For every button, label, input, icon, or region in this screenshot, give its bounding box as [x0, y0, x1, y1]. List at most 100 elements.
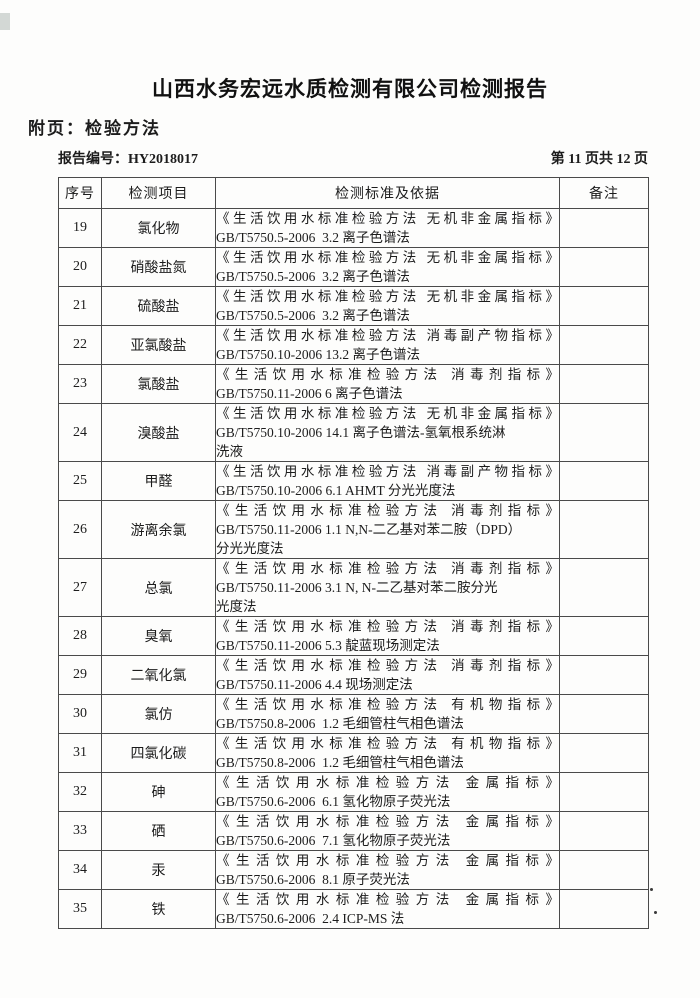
- standard-cell: 《生活饮用水标准检验方法 有机物指标》 GB/T5750.8-2006 1.2 毛…: [215, 733, 560, 773]
- scan-dot: [650, 888, 653, 891]
- table-row: 32 砷《生活饮用水标准检验方法 金属指标》 GB/T5750.6-2006 6.1…: [58, 772, 649, 812]
- serial-number-cell: 30: [58, 694, 102, 734]
- standard-method-line: GB/T5750.10-2006 14.1 离子色谱法-氢氧根系统淋: [216, 425, 506, 440]
- standard-method-line: GB/T5750.5-2006 3.2 离子色谱法: [216, 230, 410, 245]
- serial-number-cell: 26: [58, 500, 102, 559]
- serial-number-cell: 31: [58, 733, 102, 773]
- standard-title-line: 《生活饮用水标准检验方法 有机物指标》: [216, 697, 559, 712]
- standard-method-line: 光度法: [216, 599, 257, 614]
- serial-number-cell: 21: [58, 286, 102, 326]
- standard-title-line: 《生活饮用水标准检验方法 消毒剂指标》: [216, 367, 559, 382]
- remark-cell: [559, 364, 649, 404]
- test-item-cell: 甲醛: [101, 461, 216, 501]
- standard-title-line: 《生活饮用水标准检验方法 消毒剂指标》: [216, 561, 559, 576]
- standard-title-line: 《生活饮用水标准检验方法 无机非金属指标》: [216, 406, 559, 421]
- standard-cell: 《生活饮用水标准检验方法 无机非金属指标》 GB/T5750.5-2006 3.2…: [215, 247, 560, 287]
- test-item-cell: 汞: [101, 850, 216, 890]
- serial-number-cell: 23: [58, 364, 102, 404]
- standard-title-line: 《生活饮用水标准检验方法 无机非金属指标》: [216, 211, 559, 226]
- serial-number-cell: 29: [58, 655, 102, 695]
- standard-method-line: 洗液: [216, 444, 243, 459]
- serial-number-cell: 24: [58, 403, 102, 462]
- page-title: 山西水务宏远水质检测有限公司检测报告: [152, 78, 548, 101]
- scan-dot: [654, 911, 657, 914]
- table-row: 23 氯酸盐 《生活饮用水标准检验方法 消毒剂指标》 GB/T5750.11-2006…: [58, 364, 649, 404]
- table-row: 22 亚氯酸盐 《生活饮用水标准检验方法 消毒副产物指标》 GB/T5750.10-2…: [58, 325, 649, 365]
- scan-artifact-square: [0, 13, 10, 30]
- table-row: 24 溴酸盐 《生活饮用水标准检验方法 无机非金属指标》 GB/T5750.10-20…: [58, 403, 649, 462]
- table-row: 30 氯仿 《生活饮用水标准检验方法 有机物指标》 GB/T5750.8-2006 1…: [58, 694, 649, 734]
- standard-title-line: 《生活饮用水标准检验方法 消毒剂指标》: [216, 658, 559, 673]
- page-indicator: 第 11 页共 12 页: [550, 152, 648, 167]
- remark-cell: [559, 616, 649, 656]
- standard-title-line: 《生活饮用水标准检验方法 金属指标》: [216, 892, 559, 907]
- standard-method-line: GB/T5750.11-2006 4.4 现场测定法: [216, 677, 413, 692]
- standard-title-line: 《生活饮用水标准检验方法 消毒副产物指标》: [216, 328, 559, 343]
- standard-cell: 《生活饮用水标准检验方法 消毒剂指标》 GB/T5750.11-2006 1.1 …: [215, 500, 560, 559]
- col-header-remark: 备注: [559, 177, 649, 209]
- table-row: 21 硫酸盐 《生活饮用水标准检验方法 无机非金属指标》 GB/T5750.5-200…: [58, 286, 649, 326]
- table-row: 31 四氯化碳 《生活饮用水标准检验方法 有机物指标》 GB/T5750.8-2006…: [58, 733, 649, 773]
- meta-row: 报告编号：HY2018017 第 11 页共 12 页: [58, 148, 648, 168]
- test-item-cell: 硫酸盐: [101, 286, 216, 326]
- standard-title-line: 《生活饮用水标准检验方法 金属指标》: [216, 775, 559, 790]
- table-row: 34 汞《生活饮用水标准检验方法 金属指标》 GB/T5750.6-2006 8.1…: [58, 850, 649, 890]
- standard-method-line: GB/T5750.10-2006 6.1 AHMT 分光光度法: [216, 483, 456, 498]
- serial-number-cell: 27: [58, 558, 102, 617]
- standard-title-line: 《生活饮用水标准检验方法 消毒剂指标》: [216, 619, 559, 634]
- standard-method-line: GB/T5750.11-2006 6 离子色谱法: [216, 386, 403, 401]
- standard-title-line: 《生活饮用水标准检验方法 无机非金属指标》: [216, 250, 559, 265]
- standard-cell: 《生活饮用水标准检验方法 无机非金属指标》 GB/T5750.5-2006 3.2…: [215, 208, 560, 248]
- standard-title-line: 《生活饮用水标准检验方法 有机物指标》: [216, 736, 559, 751]
- standard-cell: 《生活饮用水标准检验方法 消毒副产物指标》 GB/T5750.10-2006 13…: [215, 325, 560, 365]
- report-number-value: HY2018017: [128, 152, 198, 167]
- standard-cell: 《生活饮用水标准检验方法 无机非金属指标》 GB/T5750.5-2006 3.2…: [215, 286, 560, 326]
- table-row: 19 氯化物 《生活饮用水标准检验方法 无机非金属指标》 GB/T5750.5-200…: [58, 208, 649, 248]
- standard-method-line: GB/T5750.11-2006 1.1 N,N-二乙基对苯二胺（DPD）: [216, 522, 522, 537]
- remark-cell: [559, 247, 649, 287]
- test-item-cell: 砷: [101, 772, 216, 812]
- remark-cell: [559, 500, 649, 559]
- remark-cell: [559, 694, 649, 734]
- test-item-cell: 四氯化碳: [101, 733, 216, 773]
- table-row: 25 甲醛 《生活饮用水标准检验方法 消毒副产物指标》 GB/T5750.10-200…: [58, 461, 649, 501]
- table-row: 28 臭氧 《生活饮用水标准检验方法 消毒剂指标》 GB/T5750.11-2006 …: [58, 616, 649, 656]
- remark-cell: [559, 850, 649, 890]
- table-row: 27 总氯 《生活饮用水标准检验方法 消毒剂指标》 GB/T5750.11-2006 …: [58, 558, 649, 617]
- col-header-standard: 检测标准及依据: [215, 177, 560, 209]
- standard-method-line: GB/T5750.5-2006 3.2 离子色谱法: [216, 308, 410, 323]
- serial-number-cell: 20: [58, 247, 102, 287]
- report-number-label: 报告编号：: [58, 152, 128, 167]
- table-row: 26 游离余氯 《生活饮用水标准检验方法 消毒剂指标》 GB/T5750.11-200…: [58, 500, 649, 559]
- standard-title-line: 《生活饮用水标准检验方法 金属指标》: [216, 853, 559, 868]
- table-row: 29 二氧化氯 《生活饮用水标准检验方法 消毒剂指标》 GB/T5750.11-200…: [58, 655, 649, 695]
- remark-cell: [559, 655, 649, 695]
- test-item-cell: 二氧化氯: [101, 655, 216, 695]
- col-header-item: 检测项目: [101, 177, 216, 209]
- test-item-cell: 溴酸盐: [101, 403, 216, 462]
- standard-method-line: GB/T5750.6-2006 2.4 ICP-MS 法: [216, 911, 405, 926]
- remark-cell: [559, 325, 649, 365]
- standard-method-line: GB/T5750.10-2006 13.2 离子色谱法: [216, 347, 420, 362]
- test-item-cell: 总氯: [101, 558, 216, 617]
- remark-cell: [559, 208, 649, 248]
- test-item-cell: 臭氧: [101, 616, 216, 656]
- standard-method-line: GB/T5750.5-2006 3.2 离子色谱法: [216, 269, 410, 284]
- standard-title-line: 《生活饮用水标准检验方法 消毒剂指标》: [216, 503, 559, 518]
- standard-title-line: 《生活饮用水标准检验方法 金属指标》: [216, 814, 559, 829]
- serial-number-cell: 19: [58, 208, 102, 248]
- standard-title-line: 《生活饮用水标准检验方法 消毒副产物指标》: [216, 464, 559, 479]
- standard-cell: 《生活饮用水标准检验方法 消毒剂指标》 GB/T5750.11-2006 3.1 …: [215, 558, 560, 617]
- standard-cell: 《生活饮用水标准检验方法 金属指标》 GB/T5750.6-2006 6.1 氢化…: [215, 772, 560, 812]
- serial-number-cell: 22: [58, 325, 102, 365]
- standard-cell: 《生活饮用水标准检验方法 无机非金属指标》 GB/T5750.10-2006 14…: [215, 403, 560, 462]
- serial-number-cell: 33: [58, 811, 102, 851]
- test-item-cell: 氯化物: [101, 208, 216, 248]
- serial-number-cell: 28: [58, 616, 102, 656]
- standard-cell: 《生活饮用水标准检验方法 消毒副产物指标》 GB/T5750.10-2006 6.…: [215, 461, 560, 501]
- test-item-cell: 氯酸盐: [101, 364, 216, 404]
- standard-cell: 《生活饮用水标准检验方法 有机物指标》 GB/T5750.8-2006 1.2 毛…: [215, 694, 560, 734]
- test-item-cell: 游离余氯: [101, 500, 216, 559]
- appendix-label: 附页：检验方法: [28, 119, 161, 138]
